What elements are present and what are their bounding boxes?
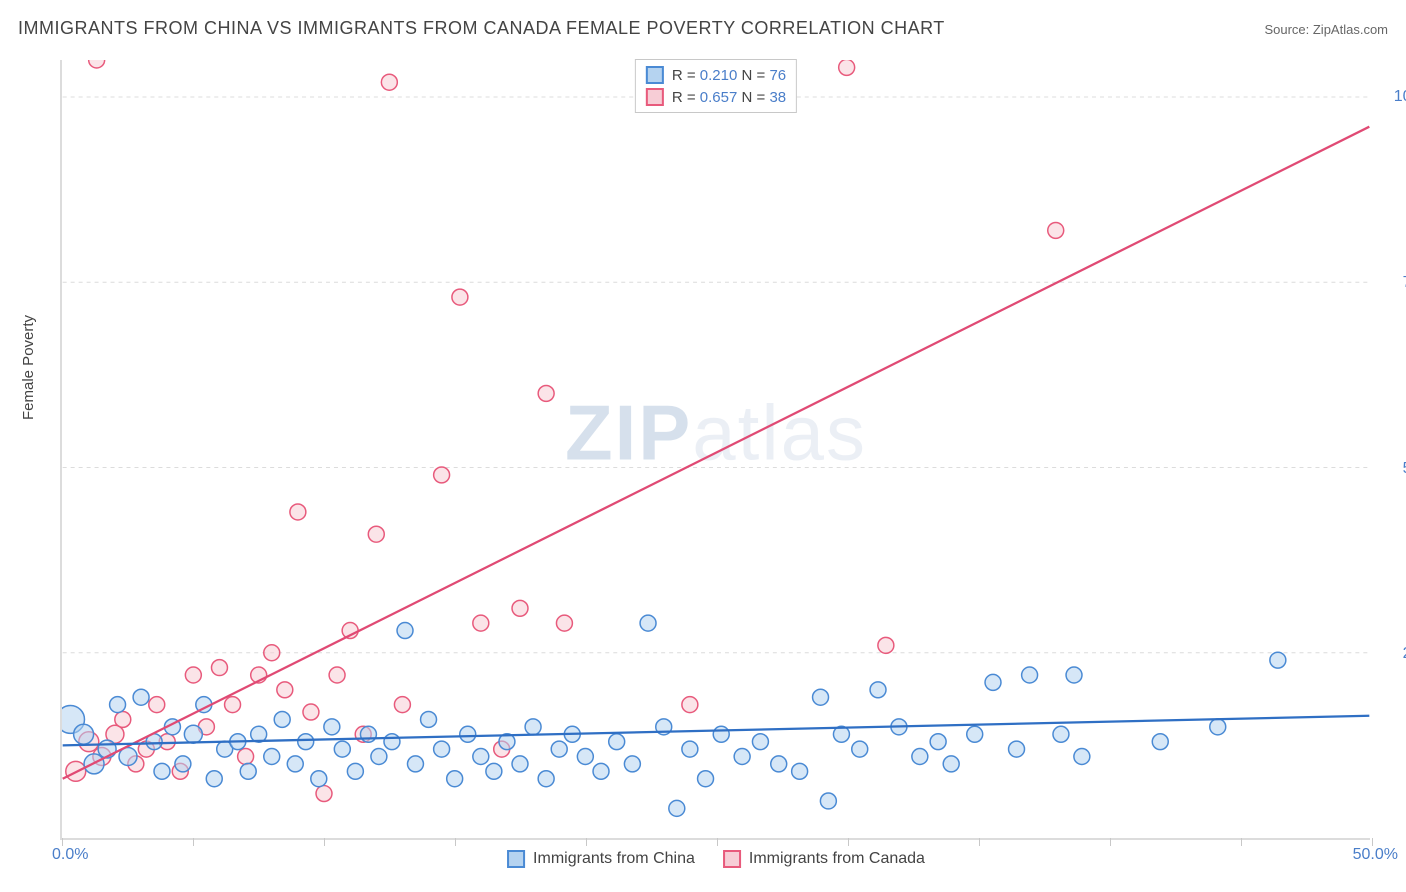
legend-series: Immigrants from China Immigrants from Ca… <box>507 850 925 868</box>
y-tick-25: 25.0% <box>1378 645 1406 663</box>
title-bar: IMMIGRANTS FROM CHINA VS IMMIGRANTS FROM… <box>18 18 1388 39</box>
legend-item-canada: Immigrants from Canada <box>723 850 925 868</box>
x-tick-50: 50.0% <box>1353 846 1398 864</box>
y-axis-label: Female Poverty <box>20 315 37 420</box>
legend-row-pink: R = 0.657 N = 38 <box>646 86 786 108</box>
y-tick-50: 50.0% <box>1378 460 1406 478</box>
swatch-pink <box>646 88 664 106</box>
swatch-blue <box>646 66 664 84</box>
source-label: Source: ZipAtlas.com <box>1264 22 1388 37</box>
chart-title: IMMIGRANTS FROM CHINA VS IMMIGRANTS FROM… <box>18 18 945 39</box>
y-tick-100: 100.0% <box>1378 88 1406 106</box>
swatch-pink-icon <box>723 850 741 868</box>
plot-area: ZIPatlas R = 0.210 N = 76 R = 0.657 N = … <box>60 60 1370 840</box>
chart-svg <box>62 60 1370 838</box>
x-tick-0: 0.0% <box>52 846 88 864</box>
legend-correlation: R = 0.210 N = 76 R = 0.657 N = 38 <box>635 59 797 113</box>
legend-item-china: Immigrants from China <box>507 850 695 868</box>
y-tick-75: 75.0% <box>1378 274 1406 292</box>
swatch-blue-icon <box>507 850 525 868</box>
legend-row-blue: R = 0.210 N = 76 <box>646 64 786 86</box>
